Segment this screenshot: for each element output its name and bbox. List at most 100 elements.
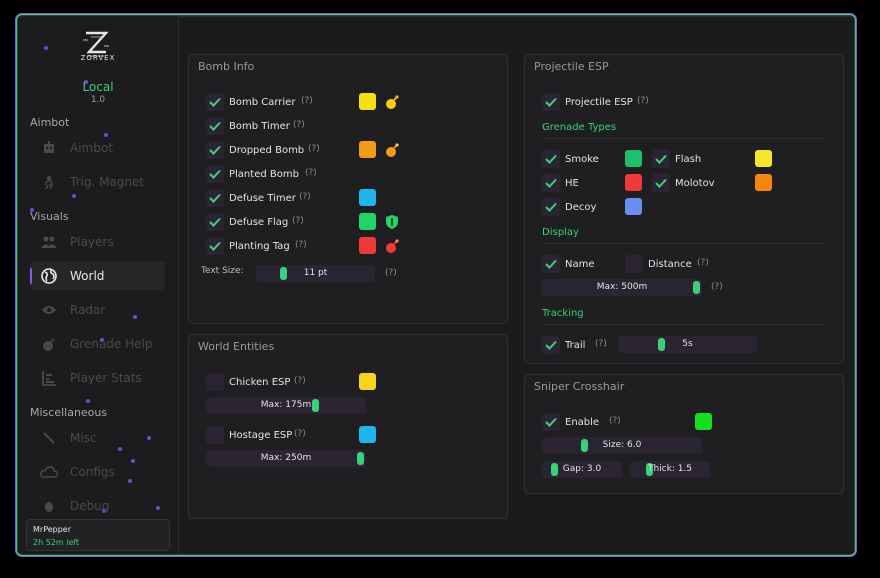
sidebar-item-label: Debug <box>70 498 110 513</box>
checkbox[interactable] <box>542 174 560 192</box>
option-smoke[interactable]: Smoke <box>542 150 599 168</box>
checkbox[interactable] <box>542 413 560 431</box>
sidebar-item-radar[interactable]: Radar <box>30 295 165 324</box>
option-distance[interactable]: Distance <box>625 255 692 273</box>
sidebar-item-players[interactable]: Players <box>30 227 165 256</box>
text-size-slider[interactable]: 11 pt <box>256 265 375 282</box>
help-tooltip[interactable]: (?) <box>308 144 320 154</box>
option-bomb-carrier[interactable]: Bomb Carrier <box>206 93 295 111</box>
checkbox[interactable] <box>542 93 560 111</box>
option-planted-bomb[interactable]: Planted Bomb <box>206 165 299 183</box>
help-tooltip[interactable]: (?) <box>301 96 313 106</box>
sidebar-item-misc[interactable]: Misc <box>30 423 165 452</box>
color-swatch[interactable] <box>359 141 376 158</box>
slider-knob[interactable] <box>312 399 320 412</box>
option-trail[interactable]: Trail <box>542 336 585 354</box>
color-swatch[interactable] <box>359 189 376 206</box>
checkbox[interactable] <box>206 213 224 231</box>
color-swatch[interactable] <box>695 413 712 430</box>
option-flash[interactable]: Flash <box>652 150 701 168</box>
checkbox[interactable] <box>652 150 670 168</box>
help-tooltip[interactable]: (?) <box>305 168 317 178</box>
option-projectile-esp[interactable]: Projectile ESP <box>542 93 633 111</box>
crosshair-gap-slider[interactable]: Gap: 3.0 <box>542 461 622 478</box>
help-tooltip[interactable]: (?) <box>299 192 311 202</box>
sidebar-item-aimbot[interactable]: Aimbot <box>30 133 165 162</box>
panel-projectile-esp: Projectile ESP Projectile ESP (?) Grenad… <box>524 54 844 364</box>
color-swatch[interactable] <box>625 174 642 191</box>
checkbox[interactable] <box>542 150 560 168</box>
sidebar-item-grenade-help[interactable]: Grenade Help <box>30 329 165 358</box>
trail-duration-slider[interactable]: 5s <box>618 336 757 353</box>
checkbox[interactable] <box>206 141 224 159</box>
color-swatch[interactable] <box>359 237 376 254</box>
slider-knob[interactable] <box>279 267 287 280</box>
slider-knob[interactable] <box>645 463 653 476</box>
checkbox[interactable] <box>206 165 224 183</box>
option-decoy[interactable]: Decoy <box>542 198 596 216</box>
sidebar-item-configs[interactable]: Configs <box>30 457 165 486</box>
sidebar-item-player-stats[interactable]: Player Stats <box>30 363 165 392</box>
slider-knob[interactable] <box>550 463 558 476</box>
slider-value: Gap: 3.0 <box>562 464 602 474</box>
option-name[interactable]: Name <box>542 255 595 273</box>
sidebar-item-debug[interactable]: Debug <box>30 491 165 520</box>
checkbox[interactable] <box>542 336 560 354</box>
option-hostage-esp[interactable]: Hostage ESP <box>206 426 292 444</box>
crosshair-thickness-slider[interactable]: Thick: 1.5 <box>630 461 710 478</box>
slider-knob[interactable] <box>693 281 700 294</box>
particle <box>102 509 106 513</box>
checkbox[interactable] <box>206 93 224 111</box>
option-dropped-bomb[interactable]: Dropped Bomb <box>206 141 304 159</box>
help-tooltip[interactable]: (?) <box>609 416 621 426</box>
checkbox[interactable] <box>542 198 560 216</box>
color-swatch[interactable] <box>755 150 772 167</box>
option-enable[interactable]: Enable <box>542 413 599 431</box>
option-he[interactable]: HE <box>542 174 579 192</box>
sidebar-item-trig-magnet[interactable]: Trig. Magnet <box>30 167 165 196</box>
help-tooltip[interactable]: (?) <box>697 258 709 268</box>
option-chicken-esp[interactable]: Chicken ESP <box>206 373 290 391</box>
slider-knob[interactable] <box>658 338 666 351</box>
color-swatch[interactable] <box>359 93 376 110</box>
crosshair-size-slider[interactable]: Size: 6.0 <box>542 437 702 454</box>
sidebar-item-label: Aimbot <box>70 140 113 155</box>
option-defuse-flag[interactable]: Defuse Flag <box>206 213 288 231</box>
option-planting-tag[interactable]: Planting Tag <box>206 237 290 255</box>
help-tooltip[interactable]: (?) <box>294 376 306 386</box>
bomb-icon <box>386 95 399 109</box>
slider-knob[interactable] <box>581 439 589 452</box>
color-swatch[interactable] <box>359 373 376 390</box>
checkbox[interactable] <box>206 189 224 207</box>
sidebar-item-world[interactable]: World <box>30 261 165 290</box>
checkbox[interactable] <box>206 117 224 135</box>
chicken-distance-slider[interactable]: Max: 175m <box>206 397 366 414</box>
checkbox[interactable] <box>542 255 560 273</box>
color-swatch[interactable] <box>359 213 376 230</box>
check-icon <box>545 154 557 164</box>
max-distance-slider[interactable]: Max: 500m <box>542 279 702 296</box>
checkbox[interactable] <box>206 237 224 255</box>
slider-knob[interactable] <box>357 452 364 465</box>
help-tooltip[interactable]: (?) <box>295 240 307 250</box>
help-tooltip[interactable]: (?) <box>292 216 304 226</box>
help-tooltip[interactable]: (?) <box>385 268 397 278</box>
color-swatch[interactable] <box>359 426 376 443</box>
hostage-distance-slider[interactable]: Max: 250m <box>206 450 366 467</box>
option-molotov[interactable]: Molotov <box>652 174 715 192</box>
help-tooltip[interactable]: (?) <box>711 282 723 292</box>
option-defuse-timer[interactable]: Defuse Timer <box>206 189 296 207</box>
checkbox[interactable] <box>652 174 670 192</box>
help-tooltip[interactable]: (?) <box>637 96 649 106</box>
checkbox[interactable] <box>206 373 224 391</box>
color-swatch[interactable] <box>625 198 642 215</box>
help-tooltip[interactable]: (?) <box>294 429 306 439</box>
help-tooltip[interactable]: (?) <box>293 120 305 130</box>
help-tooltip[interactable]: (?) <box>595 339 607 349</box>
color-swatch[interactable] <box>625 150 642 167</box>
slider-value: 5s <box>682 339 693 349</box>
option-bomb-timer[interactable]: Bomb Timer <box>206 117 290 135</box>
checkbox[interactable] <box>625 255 643 273</box>
color-swatch[interactable] <box>755 174 772 191</box>
checkbox[interactable] <box>206 426 224 444</box>
